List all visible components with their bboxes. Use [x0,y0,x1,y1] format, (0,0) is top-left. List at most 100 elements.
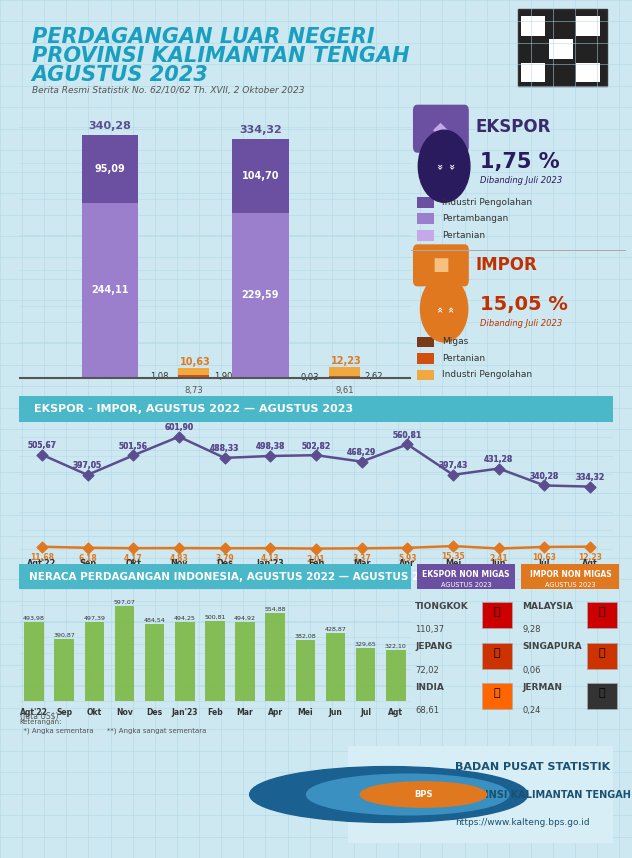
Text: Nov: Nov [170,559,188,568]
Bar [386,650,406,701]
Text: Pertanian: Pertanian [442,354,485,363]
Bar [329,367,360,376]
Text: Nov: Nov [116,708,133,716]
Text: Des: Des [147,708,162,716]
Point [128,541,138,555]
Text: 329,65: 329,65 [355,642,377,647]
Text: 500,81: 500,81 [204,615,226,620]
Text: 322,10: 322,10 [385,644,406,649]
FancyBboxPatch shape [576,39,600,59]
Point [174,430,184,444]
Text: 5,93: 5,93 [398,553,416,563]
Text: Agt'22: Agt'22 [20,708,48,716]
Text: Sep: Sep [56,708,72,716]
Bar [178,376,209,377]
Text: EKSPOR NON MIGAS: EKSPOR NON MIGAS [422,570,510,579]
Point [37,540,47,553]
Text: JULI 2023: JULI 2023 [121,397,183,410]
Bar [114,606,134,701]
Text: 501,56: 501,56 [119,442,148,450]
Text: JEPANG: JEPANG [415,643,453,651]
Text: 10,63: 10,63 [180,357,211,366]
Point [403,438,413,451]
Bar [232,214,289,378]
Text: BADAN PUSAT STATISTIK: BADAN PUSAT STATISTIK [455,762,610,771]
Text: 497,39: 497,39 [83,615,106,620]
FancyBboxPatch shape [417,336,434,347]
Text: 🏳: 🏳 [599,688,605,698]
Text: 488,33: 488,33 [210,444,240,453]
FancyBboxPatch shape [417,196,434,208]
Text: Agt'22: Agt'22 [27,559,56,568]
Text: 🏳: 🏳 [494,648,500,658]
Text: Jun: Jun [492,559,506,568]
Text: 68,61: 68,61 [415,706,439,716]
Text: 468,29: 468,29 [347,448,376,457]
Point [494,462,504,475]
Text: Jul: Jul [360,708,371,716]
Point [82,541,92,554]
Text: INDIA: INDIA [415,683,444,692]
Bar [296,640,315,701]
Text: 2,41: 2,41 [489,554,508,564]
Text: 397,43: 397,43 [439,461,468,470]
FancyBboxPatch shape [549,39,573,59]
Text: »
»: » » [434,163,455,169]
Text: IMPOR: IMPOR [475,257,537,275]
FancyBboxPatch shape [482,602,512,628]
Text: 601,90: 601,90 [164,423,193,432]
Text: 431,28: 431,28 [484,455,513,464]
Text: Feb: Feb [308,559,324,568]
Text: NERACA PERDAGANGAN INDONESIA, AGUSTUS 2022 — AGUSTUS 2023: NERACA PERDAGANGAN INDONESIA, AGUSTUS 20… [29,571,441,582]
Text: Mar: Mar [353,559,370,568]
FancyBboxPatch shape [587,602,617,628]
Text: Feb: Feb [207,708,222,716]
Text: 334,32: 334,32 [576,473,605,482]
Text: 11,68: 11,68 [30,553,54,562]
Text: BPS: BPS [414,790,433,799]
Text: EKSPOR: EKSPOR [475,118,550,136]
Text: Migas: Migas [442,337,468,347]
Circle shape [420,276,468,341]
Text: Jan'23: Jan'23 [257,559,284,568]
Text: 597,07: 597,07 [114,600,135,605]
Point [585,480,595,493]
Text: 502,82: 502,82 [301,442,331,450]
Text: 397,05: 397,05 [73,462,102,470]
Text: 229,59: 229,59 [241,291,279,300]
Text: 104,70: 104,70 [241,171,279,181]
Text: 8,73: 8,73 [185,386,204,395]
Bar [54,638,74,701]
FancyBboxPatch shape [417,353,434,364]
Text: 9,61: 9,61 [335,386,353,395]
Text: 4,13: 4,13 [261,554,279,563]
Text: Industri Pengolahan: Industri Pengolahan [442,371,532,379]
Bar [329,376,360,378]
FancyBboxPatch shape [587,643,617,668]
Text: Jan'23: Jan'23 [171,708,198,716]
Text: AGUSTUS 2023: AGUSTUS 2023 [32,65,209,85]
Text: 0,06: 0,06 [523,666,541,675]
Text: 6,18: 6,18 [78,553,97,563]
FancyBboxPatch shape [521,39,545,59]
Text: 560,81: 560,81 [393,431,422,439]
Text: 72,02: 72,02 [415,666,439,675]
Point [585,540,595,553]
Circle shape [418,130,470,202]
Text: 484,54: 484,54 [143,618,166,623]
Text: 🏳: 🏳 [599,648,605,658]
Text: 601,90: 601,90 [164,423,193,432]
Point [540,540,550,553]
FancyBboxPatch shape [521,63,545,82]
Text: Berita Resmi Statistik No. 62/10/62 Th. XVII, 2 Oktober 2023: Berita Resmi Statistik No. 62/10/62 Th. … [32,86,304,94]
Text: 397,43: 397,43 [439,461,468,470]
Text: 1,08: 1,08 [150,372,168,382]
Text: 334,32: 334,32 [239,125,282,135]
Text: Jul: Jul [538,559,550,568]
FancyBboxPatch shape [549,16,573,36]
Text: 3,79: 3,79 [216,554,234,563]
Text: Keterangan:: Keterangan: [19,719,61,724]
Text: Mei: Mei [445,559,461,568]
Bar [82,203,138,378]
Text: 95,09: 95,09 [95,164,126,174]
